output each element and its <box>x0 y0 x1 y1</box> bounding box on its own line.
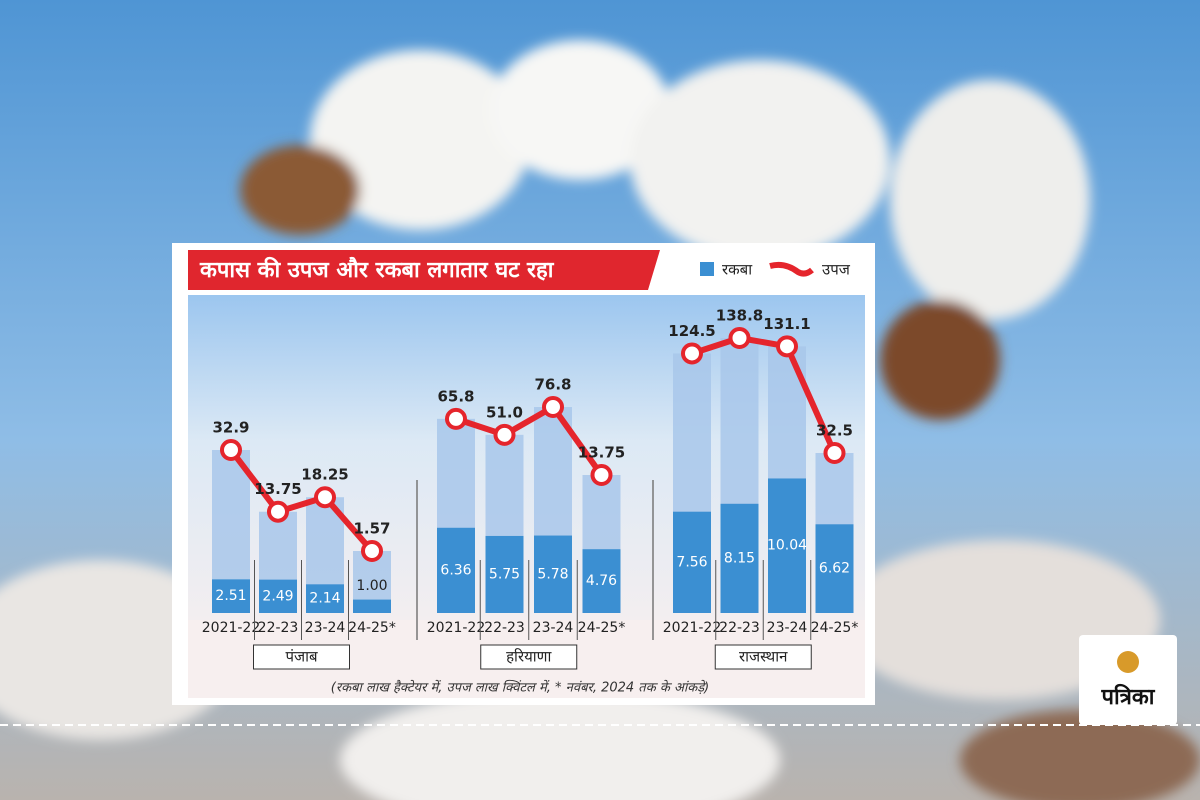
x-tick-label: 23-24 <box>305 620 346 636</box>
x-tick-label: 22-23 <box>719 620 760 636</box>
panel-name-box <box>714 644 812 670</box>
x-tick-label: 2021-22 <box>427 620 486 636</box>
panel-name: पंजाब <box>285 648 318 666</box>
line-value-label: 32.5 <box>816 422 853 440</box>
bar-value-label: 6.36 <box>440 562 471 578</box>
bar <box>437 527 475 613</box>
x-tick-label: 24-25* <box>811 620 859 636</box>
line-marker <box>542 396 564 418</box>
x-tick-label: 2021-22 <box>663 620 722 636</box>
line-value-label: 138.8 <box>716 307 763 325</box>
bar-value-label: 2.49 <box>262 588 293 604</box>
bar-value-label: 6.62 <box>819 561 850 577</box>
bar <box>259 579 297 613</box>
title-banner <box>188 250 660 290</box>
bar-value-label: 2.51 <box>215 588 246 604</box>
panel-name: राजस्थान <box>739 648 788 666</box>
line-marker <box>728 327 751 349</box>
line <box>691 335 838 455</box>
bar <box>815 524 854 613</box>
legend-swatch <box>769 261 814 277</box>
brand-name: पत्रिका <box>1101 683 1156 710</box>
line-marker <box>493 423 516 446</box>
bar <box>306 584 344 613</box>
line-marker <box>267 500 289 523</box>
line-marker <box>823 442 846 464</box>
line-marker <box>590 464 613 486</box>
panel-name: हरियाणा <box>506 648 552 666</box>
line-value-label: 76.8 <box>534 376 571 394</box>
line-marker <box>681 342 703 365</box>
bar-value-label: 1.00 <box>356 578 387 594</box>
footnote: (रकबा लाख हैक्टेयर में, उपज लाख क्विंटल … <box>331 680 710 696</box>
line-marker <box>314 486 336 509</box>
x-tick-label: 24-25* <box>578 620 626 636</box>
bar <box>353 599 391 613</box>
bar-value-label: 7.56 <box>676 554 707 570</box>
brand-icon <box>1117 651 1139 673</box>
line-value-label: 1.57 <box>353 520 390 538</box>
bar-value-label: 10.04 <box>767 538 807 554</box>
line-marker <box>220 439 242 461</box>
panel-name-box <box>480 644 578 670</box>
line-value-label: 51.0 <box>486 403 523 421</box>
line-value-label: 124.5 <box>668 322 715 340</box>
legend-label: उपज <box>822 261 851 279</box>
bar-value-label: 2.14 <box>309 591 340 607</box>
legend-swatch <box>700 262 714 276</box>
x-tick-label: 22-23 <box>258 620 299 636</box>
bar <box>534 535 572 613</box>
x-tick-label: 2021-22 <box>202 620 261 636</box>
line-value-label: 131.1 <box>763 315 810 333</box>
line-value-label: 32.9 <box>212 419 249 437</box>
line <box>228 448 375 553</box>
line-marker <box>776 335 798 358</box>
chart-title: कपास की उपज और रकबा लगातार घट रहा <box>199 256 555 283</box>
line <box>455 404 604 477</box>
bar <box>485 535 524 613</box>
line-value-label: 13.75 <box>254 480 301 498</box>
bar <box>673 511 711 613</box>
bar-value-label: 5.78 <box>537 566 568 582</box>
bar-value-label: 8.15 <box>724 550 755 566</box>
brand-box <box>1079 635 1177 725</box>
x-tick-label: 22-23 <box>484 620 525 636</box>
x-tick-label: 23-24 <box>533 620 574 636</box>
line-marker <box>361 540 383 562</box>
bar-value-label: 4.76 <box>586 573 617 589</box>
legend-label: रकबा <box>722 261 753 279</box>
line-value-label: 18.25 <box>301 466 348 484</box>
bar <box>212 579 250 613</box>
bar <box>582 549 621 613</box>
bar-value-label: 5.75 <box>489 566 520 582</box>
x-tick-label: 24-25* <box>348 620 396 636</box>
bar <box>768 478 806 613</box>
line-value-label: 65.8 <box>437 387 474 405</box>
bar <box>720 503 759 613</box>
panel-name-box <box>253 644 350 670</box>
line-value-label: 13.75 <box>578 444 625 462</box>
x-tick-label: 23-24 <box>767 620 808 636</box>
line-marker <box>445 407 467 430</box>
